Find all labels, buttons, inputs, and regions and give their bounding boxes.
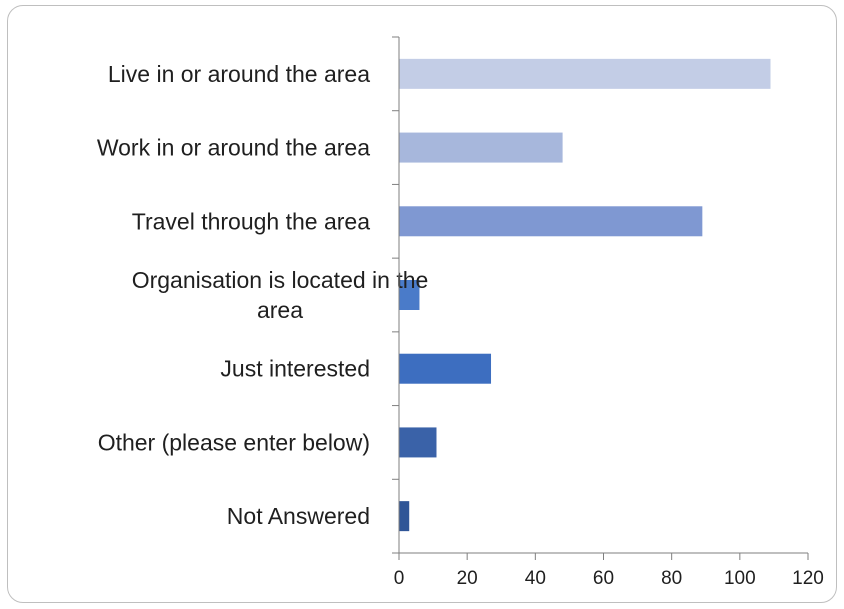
bar [399,58,771,89]
x-tick-label: 40 [525,568,546,589]
bar [399,280,420,310]
category-label: Travel through the area [132,208,370,234]
x-tick-label: 60 [593,568,614,589]
category-label: Just interested [220,356,370,382]
category-label: Other (please enter below) [98,429,370,455]
bar [399,427,437,458]
category-label: Work in or around the area [97,135,370,161]
bar [399,501,410,532]
x-tick-label: 80 [661,568,682,589]
x-tick-label: 120 [792,568,824,589]
category-label: Organisation is located in the area [132,267,429,323]
x-tick-label: 20 [457,568,478,589]
x-tick-label: 100 [724,568,756,589]
bar [399,206,703,237]
category-label: Not Answered [227,503,370,529]
bar [399,132,563,163]
chart-frame [7,5,837,603]
bar [399,353,492,384]
category-label: Live in or around the area [108,61,370,87]
x-tick-label: 0 [394,568,405,589]
